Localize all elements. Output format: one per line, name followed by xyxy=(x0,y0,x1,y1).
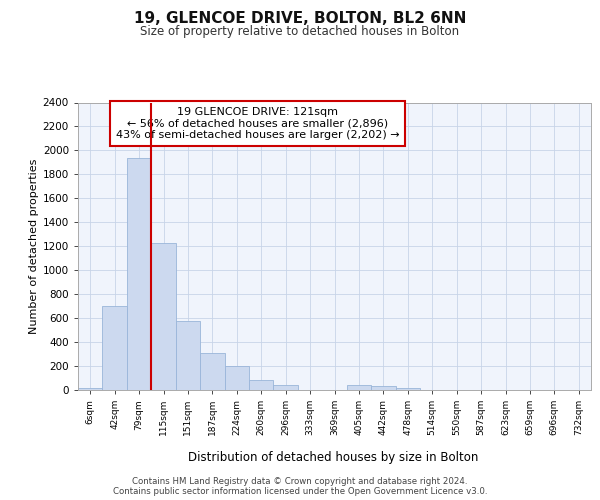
Text: Distribution of detached houses by size in Bolton: Distribution of detached houses by size … xyxy=(188,451,478,464)
Text: 19 GLENCOE DRIVE: 121sqm
← 56% of detached houses are smaller (2,896)
43% of sem: 19 GLENCOE DRIVE: 121sqm ← 56% of detach… xyxy=(116,107,400,140)
Bar xyxy=(224,366,249,390)
Text: Contains HM Land Registry data © Crown copyright and database right 2024.: Contains HM Land Registry data © Crown c… xyxy=(132,476,468,486)
Text: 19, GLENCOE DRIVE, BOLTON, BL2 6NN: 19, GLENCOE DRIVE, BOLTON, BL2 6NN xyxy=(134,11,466,26)
Bar xyxy=(200,354,224,390)
Bar xyxy=(151,242,176,390)
Y-axis label: Number of detached properties: Number of detached properties xyxy=(29,158,38,334)
Bar xyxy=(176,321,200,390)
Text: Size of property relative to detached houses in Bolton: Size of property relative to detached ho… xyxy=(140,24,460,38)
Text: Contains public sector information licensed under the Open Government Licence v3: Contains public sector information licen… xyxy=(113,486,487,496)
Bar xyxy=(249,380,274,390)
Bar xyxy=(274,384,298,390)
Bar xyxy=(127,158,151,390)
Bar xyxy=(347,386,371,390)
Bar xyxy=(395,388,420,390)
Bar xyxy=(103,306,127,390)
Bar xyxy=(78,388,103,390)
Bar xyxy=(371,386,395,390)
